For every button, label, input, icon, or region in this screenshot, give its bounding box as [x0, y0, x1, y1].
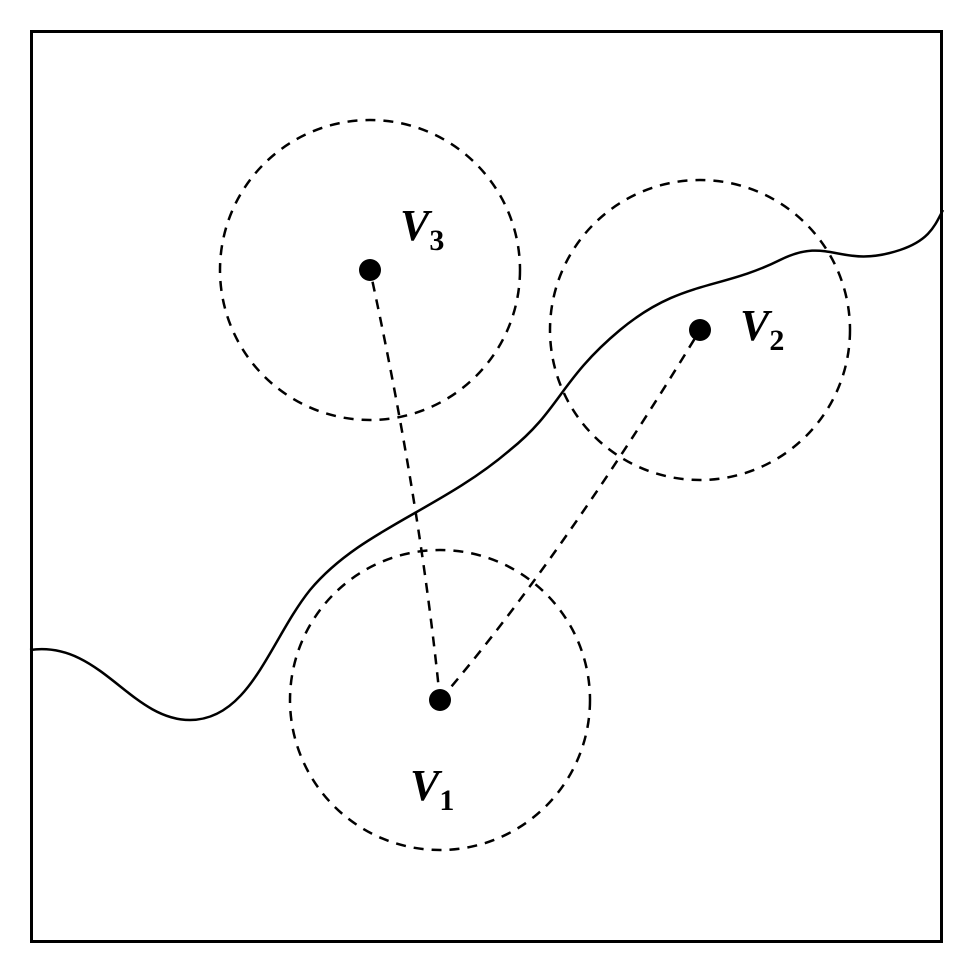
- label-sub-V2: 2: [769, 324, 784, 357]
- label-sub-V1: 1: [439, 784, 454, 817]
- circles-group: [220, 120, 850, 850]
- diagram-svg: [0, 0, 973, 973]
- edge-V1-V3: [370, 270, 440, 700]
- point-V1: [429, 689, 451, 711]
- point-V3: [359, 259, 381, 281]
- label-V2: V2: [740, 300, 784, 358]
- edges-group: [370, 270, 700, 700]
- label-sub-V3: 3: [429, 224, 444, 257]
- label-V3: V3: [400, 200, 444, 258]
- edge-V1-V2: [440, 330, 700, 700]
- label-main-V3: V: [400, 201, 429, 250]
- label-main-V2: V: [740, 301, 769, 350]
- label-V1: V1: [410, 760, 454, 818]
- point-V2: [689, 319, 711, 341]
- label-main-V1: V: [410, 761, 439, 810]
